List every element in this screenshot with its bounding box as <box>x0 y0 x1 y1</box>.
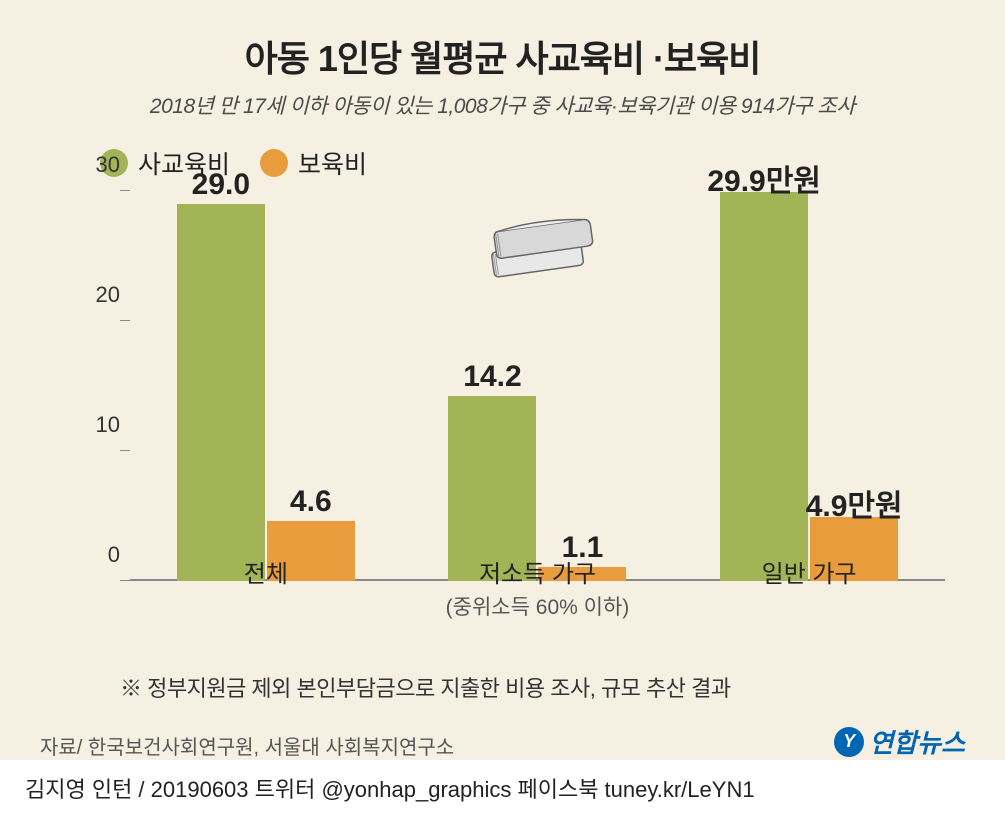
y-tick-label: 0 <box>108 542 120 568</box>
legend-label-series2: 보육비 <box>298 145 367 181</box>
bar-series1: 29.9만원 <box>720 192 808 581</box>
y-tick-label: 30 <box>96 152 120 178</box>
y-tick-label: 20 <box>96 282 120 308</box>
title-prefix: 아동 1인당 월평균 <box>245 38 516 79</box>
bar-group: 29.0 4.6 <box>144 204 389 581</box>
brand-logo: Y 연합뉴스 <box>834 723 965 760</box>
footnote: ※ 정부지원금 제외 본인부담금으로 지출한 비용 조사, 규모 추산 결과 <box>120 671 965 703</box>
y-tick-mark <box>120 580 130 582</box>
x-category-main: 전체 <box>144 554 389 589</box>
main-panel: 아동 1인당 월평균 사교육비 ·보육비 2018년 만 17세 이하 아동이 … <box>0 0 1005 760</box>
bar-series1: 29.0 <box>177 204 265 581</box>
bar-value-label: 14.2 <box>463 360 521 394</box>
books-icon <box>480 190 610 295</box>
source-row: 자료/ 한국보건사회연구원, 서울대 사회복지연구소 Y 연합뉴스 <box>40 723 965 760</box>
y-tick-mark <box>120 320 130 322</box>
bar-value-label: 29.0 <box>192 168 250 202</box>
bar-value-label: 4.6 <box>290 485 332 519</box>
y-axis: 0102030 <box>80 191 130 621</box>
y-tick-mark <box>120 450 130 452</box>
credits-footer: 김지영 인턴 / 20190603 트위터 @yonhap_graphics 페… <box>0 760 1005 816</box>
brand-icon: Y <box>834 727 864 757</box>
bar-value-label: 4.9만원 <box>806 481 903 525</box>
y-tick-mark <box>120 190 130 192</box>
title-bold: 사교육비 ·보육비 <box>516 38 761 79</box>
y-tick-label: 10 <box>96 412 120 438</box>
chart-subtitle: 2018년 만 17세 이하 아동이 있는 1,008가구 중 사교육·보육기관… <box>40 90 965 120</box>
bar-group: 29.9만원4.9만원 <box>687 192 932 581</box>
chart-title: 아동 1인당 월평균 사교육비 ·보육비 <box>40 30 965 82</box>
x-category-main: 저소득 가구 <box>415 554 660 589</box>
x-category-label: 일반 가구 <box>687 554 932 621</box>
x-axis-labels: 전체 저소득 가구(중위소득 60% 이하) 일반 가구 <box>130 554 945 621</box>
brand-text: 연합뉴스 <box>869 723 965 760</box>
infographic-container: 아동 1인당 월평균 사교육비 ·보육비 2018년 만 17세 이하 아동이 … <box>0 0 1005 815</box>
data-source: 자료/ 한국보건사회연구원, 서울대 사회복지연구소 <box>40 731 454 760</box>
x-category-label: 저소득 가구(중위소득 60% 이하) <box>415 554 660 621</box>
legend-item-series2: 보육비 <box>260 145 367 181</box>
x-category-label: 전체 <box>144 554 389 621</box>
legend-dot-series2 <box>260 149 288 177</box>
x-category-main: 일반 가구 <box>687 554 932 589</box>
x-category-sublabel: (중위소득 60% 이하) <box>415 591 660 621</box>
bar-value-label: 29.9만원 <box>707 156 821 200</box>
